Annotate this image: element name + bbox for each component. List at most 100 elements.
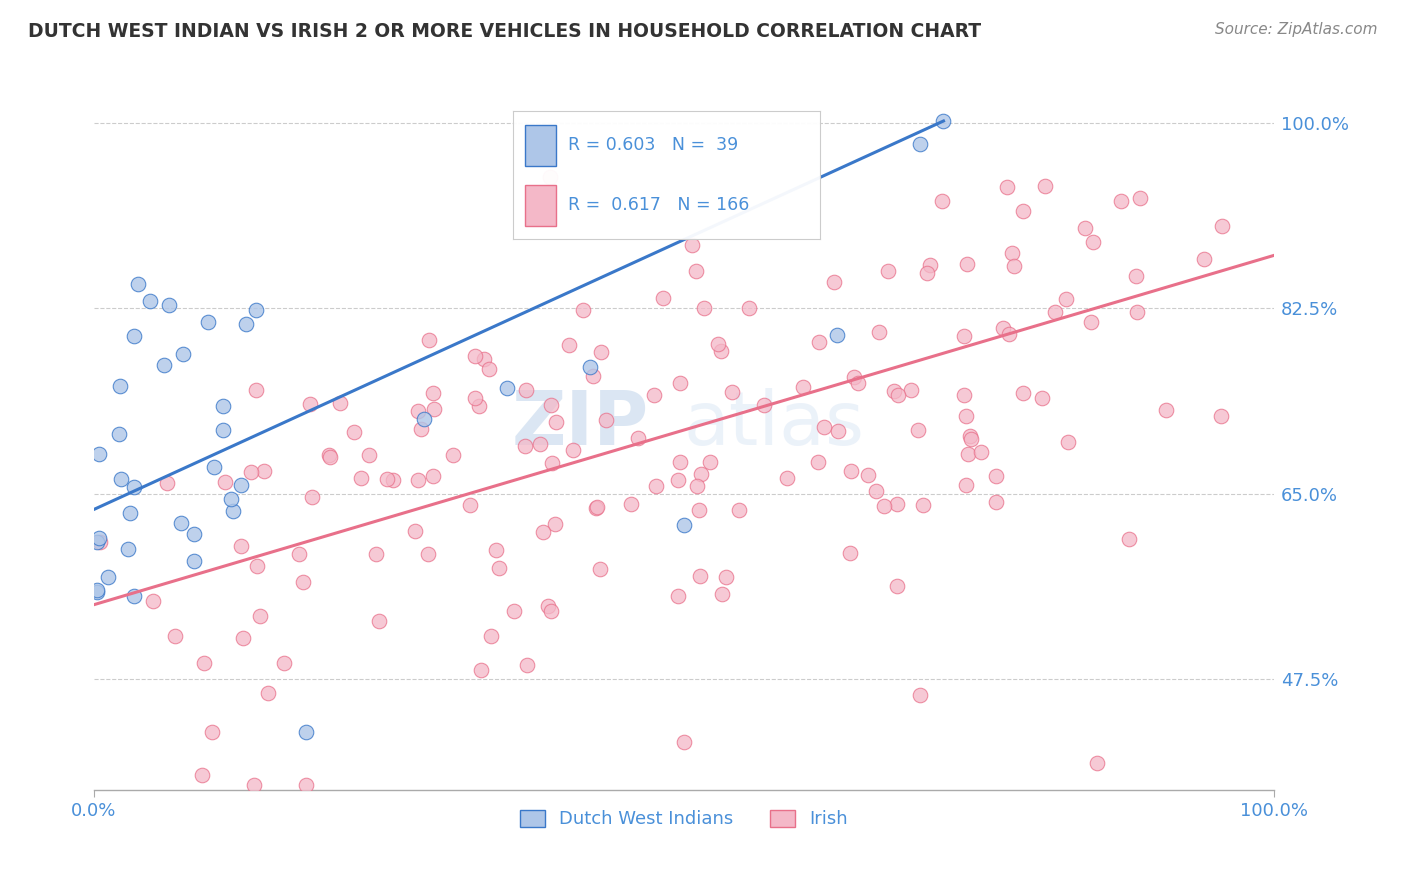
Point bbox=[108, 427, 131, 442]
Point bbox=[375, 472, 398, 486]
Point bbox=[117, 541, 139, 556]
Point bbox=[96, 570, 118, 584]
Point bbox=[202, 459, 225, 474]
Point bbox=[246, 559, 269, 574]
Point bbox=[986, 468, 1008, 483]
Point bbox=[842, 370, 865, 384]
Point bbox=[1054, 292, 1077, 306]
Point bbox=[406, 473, 429, 487]
Point bbox=[586, 500, 609, 514]
Point bbox=[986, 495, 1008, 509]
Point bbox=[418, 333, 440, 347]
Point bbox=[956, 447, 979, 461]
Point bbox=[318, 448, 340, 462]
Point bbox=[359, 448, 381, 462]
Point bbox=[900, 383, 922, 397]
Point bbox=[256, 686, 278, 700]
Point bbox=[295, 724, 318, 739]
Point bbox=[1125, 268, 1147, 283]
Point bbox=[89, 447, 111, 461]
Point bbox=[886, 388, 908, 402]
Point bbox=[1125, 305, 1147, 319]
Point bbox=[349, 471, 371, 485]
Point bbox=[86, 584, 108, 599]
Point bbox=[627, 431, 650, 445]
Point bbox=[707, 336, 730, 351]
Point bbox=[513, 440, 536, 454]
Point bbox=[212, 423, 235, 437]
Point bbox=[479, 629, 502, 643]
Point bbox=[496, 381, 519, 395]
Point bbox=[578, 359, 600, 374]
Point bbox=[839, 464, 862, 478]
Text: atlas: atlas bbox=[683, 388, 865, 461]
Point bbox=[953, 328, 976, 343]
Point bbox=[681, 237, 703, 252]
Point bbox=[959, 429, 981, 443]
Point bbox=[441, 448, 464, 462]
Point bbox=[470, 663, 492, 677]
Point bbox=[232, 632, 254, 646]
Point bbox=[245, 303, 267, 318]
Point bbox=[301, 490, 323, 504]
Point bbox=[464, 391, 486, 405]
Point bbox=[458, 499, 481, 513]
Point bbox=[249, 609, 271, 624]
Point bbox=[156, 476, 179, 491]
Point bbox=[1083, 235, 1105, 250]
Point bbox=[995, 179, 1018, 194]
Point bbox=[464, 349, 486, 363]
Point bbox=[472, 352, 495, 367]
Point bbox=[212, 399, 235, 413]
Point bbox=[89, 534, 111, 549]
Point bbox=[792, 380, 814, 394]
Point bbox=[193, 656, 215, 670]
Point bbox=[737, 301, 759, 315]
Point bbox=[699, 455, 721, 469]
Point bbox=[183, 527, 205, 541]
Point bbox=[908, 137, 931, 152]
Point bbox=[991, 321, 1014, 335]
Point bbox=[582, 368, 605, 383]
Point bbox=[823, 276, 845, 290]
Point bbox=[529, 436, 551, 450]
Point bbox=[191, 768, 214, 782]
Point bbox=[319, 450, 342, 465]
Point bbox=[139, 293, 162, 308]
Point bbox=[856, 467, 879, 482]
Point bbox=[1000, 246, 1022, 260]
Point bbox=[907, 423, 929, 437]
Point bbox=[912, 498, 935, 512]
Point bbox=[110, 472, 132, 486]
Legend: Dutch West Indians, Irish: Dutch West Indians, Irish bbox=[512, 803, 855, 836]
Point bbox=[413, 412, 436, 426]
Point bbox=[328, 395, 350, 409]
Point bbox=[1128, 28, 1150, 42]
Point bbox=[1118, 532, 1140, 546]
Point bbox=[956, 257, 979, 271]
Point bbox=[485, 543, 508, 558]
Point bbox=[643, 388, 665, 402]
Point bbox=[572, 303, 595, 318]
Point bbox=[562, 443, 585, 458]
Point bbox=[589, 562, 612, 576]
Point bbox=[689, 569, 711, 583]
Point bbox=[688, 503, 710, 517]
Point bbox=[1012, 386, 1035, 401]
Point bbox=[669, 376, 692, 390]
Point bbox=[536, 599, 558, 613]
Point bbox=[515, 383, 537, 397]
Point bbox=[409, 422, 432, 436]
Point bbox=[201, 724, 224, 739]
Point bbox=[299, 397, 322, 411]
Point bbox=[692, 301, 714, 316]
Point bbox=[644, 479, 666, 493]
Point bbox=[883, 384, 905, 398]
Point bbox=[721, 384, 744, 399]
Point bbox=[1129, 191, 1152, 205]
Point bbox=[997, 326, 1019, 341]
Point bbox=[253, 464, 276, 478]
Point bbox=[86, 534, 108, 549]
Point bbox=[540, 604, 562, 618]
Point bbox=[953, 387, 976, 401]
